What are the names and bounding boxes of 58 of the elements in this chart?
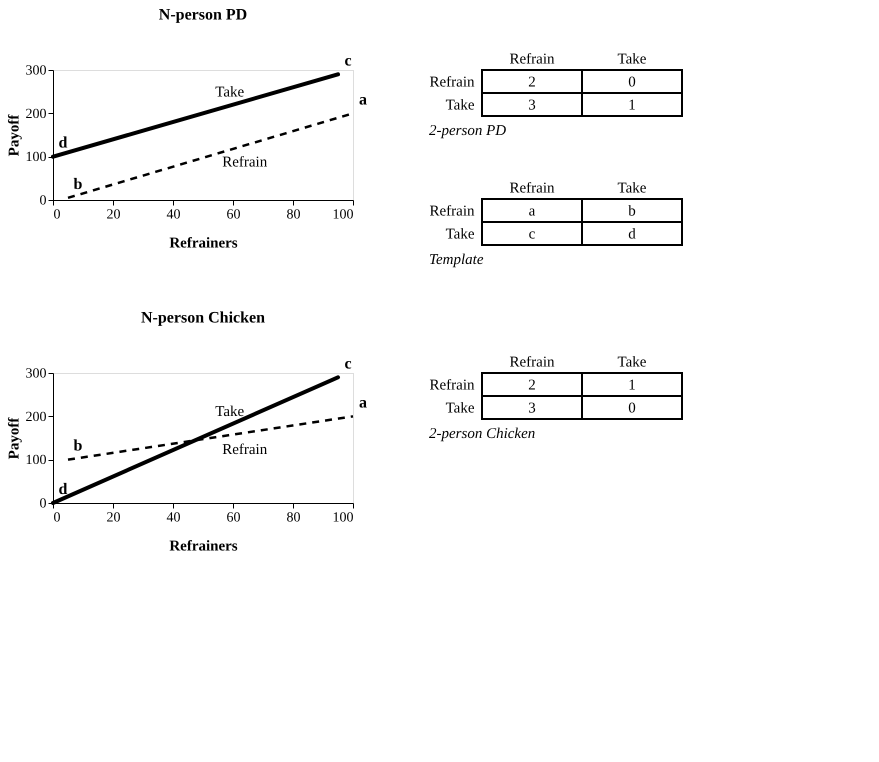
data-label: 0 xyxy=(628,400,636,416)
data-label: 3 xyxy=(528,98,536,114)
chart-title: N-person Chicken xyxy=(140,309,266,326)
series-label: Take xyxy=(215,84,245,101)
chart-title: N-person PD xyxy=(158,6,248,24)
data-label: 1 xyxy=(628,378,636,394)
x-tick-label: 100 xyxy=(332,510,354,526)
y-tick-label: 300 xyxy=(26,64,46,78)
data-label: 2 xyxy=(528,378,536,394)
annotation: c xyxy=(344,52,352,70)
y-tick-label: Refrain xyxy=(430,74,475,90)
annotation: d xyxy=(58,481,68,498)
text: c xyxy=(528,226,536,242)
y-tick-label: Take xyxy=(446,400,475,416)
text: 2-person PD xyxy=(429,123,506,139)
annotation: b xyxy=(74,176,83,193)
x-tick-label: 80 xyxy=(286,208,300,222)
y-tick-label: 0 xyxy=(40,194,46,208)
y-tick-label: 200 xyxy=(26,410,46,425)
x-axis-title: Refrainers xyxy=(169,538,238,554)
x-tick-label: 0 xyxy=(54,510,60,526)
y-tick-label: Refrain xyxy=(430,378,475,394)
annotation: c xyxy=(344,355,352,372)
annotation: b xyxy=(74,438,83,455)
data-label: 3 xyxy=(528,400,536,416)
y-tick-label: 300 xyxy=(26,366,46,382)
y-axis-title: Payoff xyxy=(6,416,22,460)
y-tick-label: Take xyxy=(446,98,475,114)
annotation: d xyxy=(58,134,68,152)
x-tick-label: 60 xyxy=(226,208,240,222)
series-label: Refrain xyxy=(222,442,268,458)
data-label: 2 xyxy=(528,74,536,90)
data-label: 0 xyxy=(628,74,636,90)
x-tick-label: 40 xyxy=(166,208,180,222)
x-tick-label: 80 xyxy=(286,510,300,526)
text: b xyxy=(628,204,636,220)
annotation: a xyxy=(359,91,367,108)
text: a xyxy=(528,204,536,220)
x-tick-label: 20 xyxy=(106,208,120,222)
x-tick-label: 100 xyxy=(332,208,354,222)
x-axis-title: Refrainers xyxy=(169,236,238,252)
y-tick-label: 0 xyxy=(40,496,46,512)
y-tick-label: 200 xyxy=(26,106,46,122)
text: d xyxy=(628,226,636,242)
text: Template xyxy=(429,252,484,268)
x-tick-label: 0 xyxy=(54,208,60,222)
x-tick-label: 40 xyxy=(166,510,180,526)
y-tick-label: Take xyxy=(446,226,475,242)
y-axis-title: Payoff xyxy=(6,114,22,156)
annotation: a xyxy=(359,394,367,412)
y-tick-label: 100 xyxy=(26,150,46,166)
x-tick-label: 60 xyxy=(226,510,240,526)
y-tick-label: 100 xyxy=(26,453,46,468)
x-tick-label: 20 xyxy=(106,510,120,526)
series-label: Refrain xyxy=(222,154,268,170)
series-label: Take xyxy=(215,404,245,420)
text: 2-person Chicken xyxy=(429,426,536,442)
data-label: 1 xyxy=(628,98,636,114)
